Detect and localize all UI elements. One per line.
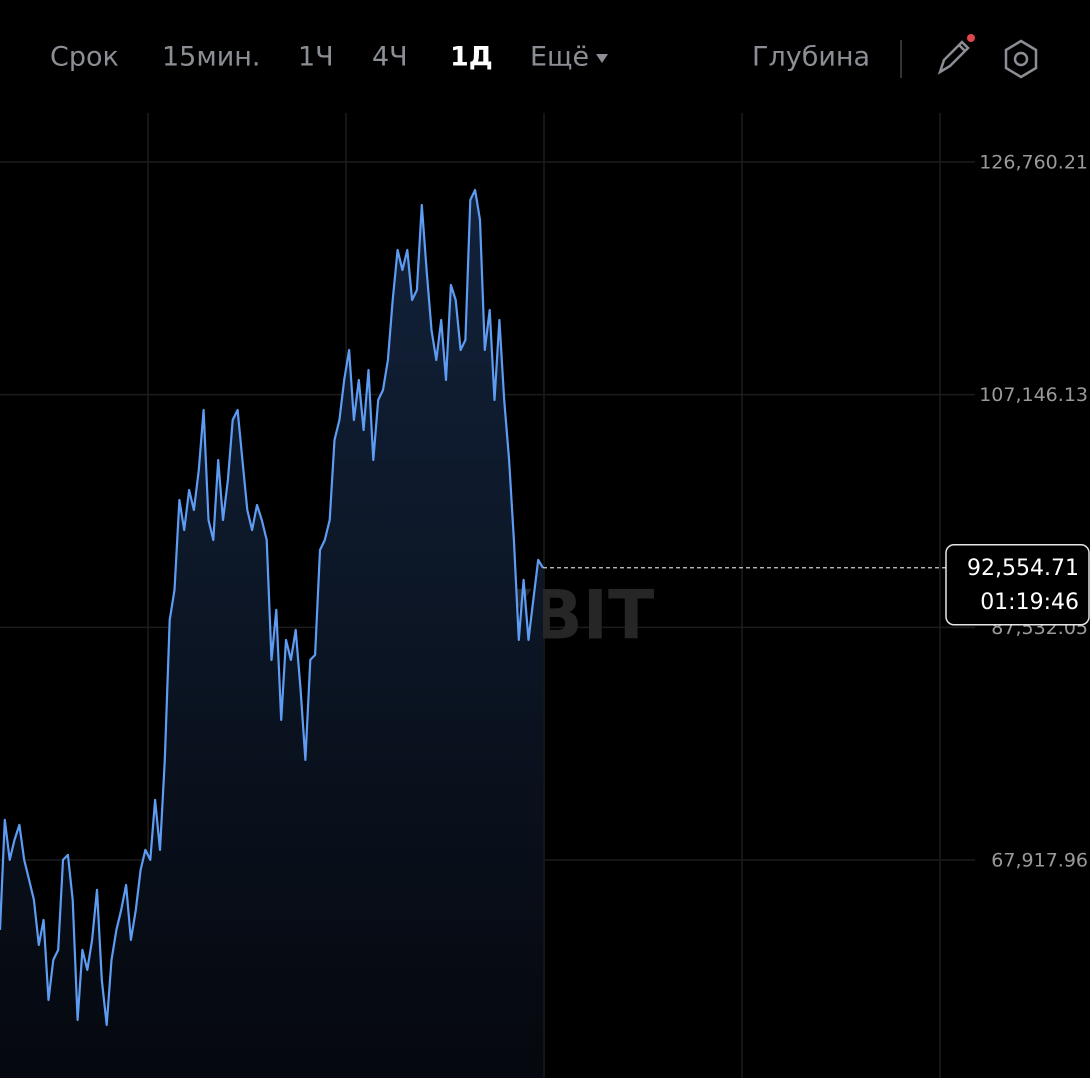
timeframe-tab[interactable]: 15мин. [162, 42, 261, 73]
y-tick-label: 67,917.96 [991, 849, 1088, 871]
y-tick-label: 107,146.13 [979, 384, 1088, 406]
settings-button[interactable] [1004, 39, 1038, 79]
timeframe-tab[interactable]: 1Д [450, 42, 493, 73]
area-fill [0, 190, 543, 1078]
pencil-icon [937, 40, 970, 75]
timeframe-tab[interactable]: 1Ч [298, 42, 334, 73]
depth-button[interactable]: Глубина [752, 42, 870, 73]
draw-tool-button[interactable] [937, 34, 975, 75]
notification-dot [967, 34, 975, 42]
countdown-label: 01:19:46 [980, 590, 1079, 615]
current-price: 92,554.71 01:19:46 [543, 544, 1090, 626]
plot [0, 188, 544, 1078]
timeframe-tab[interactable]: 4Ч [372, 42, 408, 73]
settings-icon-center [1013, 51, 1029, 67]
price-line [0, 188, 544, 1026]
price-box [945, 544, 1090, 626]
y-tick-label: 126,760.21 [979, 152, 1088, 174]
dropdown-arrow [596, 54, 608, 63]
price-label: 92,554.71 [967, 556, 1079, 581]
toolbar: Срок 15мин. 1Ч 4Ч 1Д Ещё [50, 42, 589, 73]
timeframe-tab[interactable]: Ещё [530, 42, 589, 73]
settings-icon [1004, 39, 1038, 79]
timeframe-tab[interactable]: Срок [50, 42, 119, 73]
